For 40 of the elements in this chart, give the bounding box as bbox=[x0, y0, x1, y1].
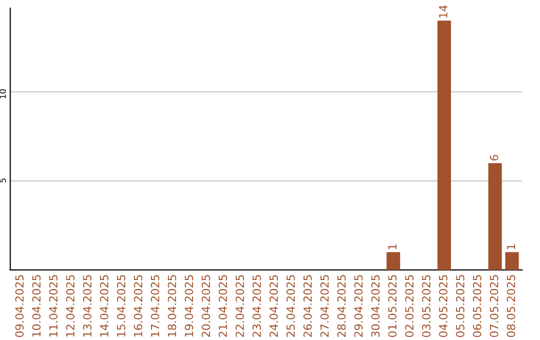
x-tick-label: 04.05.2025 bbox=[439, 275, 448, 338]
x-tick-label: 09.04.2025 bbox=[15, 275, 24, 338]
x-tick-label: 03.05.2025 bbox=[422, 275, 430, 338]
x-tick-label: 28.04.2025 bbox=[337, 275, 346, 337]
x-tick-label: 08.05.2025 bbox=[506, 275, 516, 338]
x-tick-label: 02.05.2025 bbox=[405, 275, 414, 338]
x-tick-label: 21.04.2025 bbox=[218, 275, 228, 337]
data-label: 1 bbox=[506, 244, 516, 250]
x-tick-label: 25.04.2025 bbox=[286, 275, 295, 337]
bar bbox=[437, 20, 451, 270]
x-tick-label: 29.04.2025 bbox=[354, 275, 363, 337]
bar bbox=[488, 163, 502, 270]
data-label: 6 bbox=[490, 154, 498, 161]
x-tick-label: 24.04.2025 bbox=[270, 275, 278, 337]
x-tick-label: 14.04.2025 bbox=[100, 275, 108, 337]
x-tick-label: 07.05.2025 bbox=[490, 275, 498, 338]
x-tick-label: 20.04.2025 bbox=[202, 275, 210, 337]
x-tick-label: 11.04.2025 bbox=[49, 275, 58, 337]
x-tick-label: 16.04.2025 bbox=[134, 275, 142, 337]
x-tick-label: 01.05.2025 bbox=[388, 275, 397, 338]
data-label: 1 bbox=[388, 244, 396, 250]
x-tick-label: 23.04.2025 bbox=[252, 275, 261, 337]
x-tick-label: 22.04.2025 bbox=[236, 275, 244, 337]
x-tick-label: 15.04.2025 bbox=[116, 275, 126, 337]
x-tick-label: 30.04.2025 bbox=[371, 275, 380, 337]
x-tick-label: 10.04.2025 bbox=[32, 275, 41, 337]
data-label: 14 bbox=[439, 5, 448, 18]
x-tick-label: 18.04.2025 bbox=[168, 275, 176, 337]
x-tick-label: 06.05.2025 bbox=[472, 275, 482, 338]
x-tick-label: 17.04.2025 bbox=[150, 275, 160, 337]
bar bbox=[386, 252, 400, 270]
y-tick-label: 10 bbox=[0, 89, 6, 98]
x-tick-label: 19.04.2025 bbox=[184, 275, 194, 337]
x-tick-label: 13.04.2025 bbox=[83, 275, 92, 337]
x-tick-label: 26.04.2025 bbox=[303, 275, 312, 337]
x-tick-label: 27.04.2025 bbox=[320, 275, 329, 337]
y-tick-label: 5 bbox=[0, 178, 6, 182]
x-tick-label: 12.04.2025 bbox=[66, 275, 75, 337]
bar bbox=[505, 252, 519, 270]
x-tick-label: 05.05.2025 bbox=[456, 275, 464, 338]
